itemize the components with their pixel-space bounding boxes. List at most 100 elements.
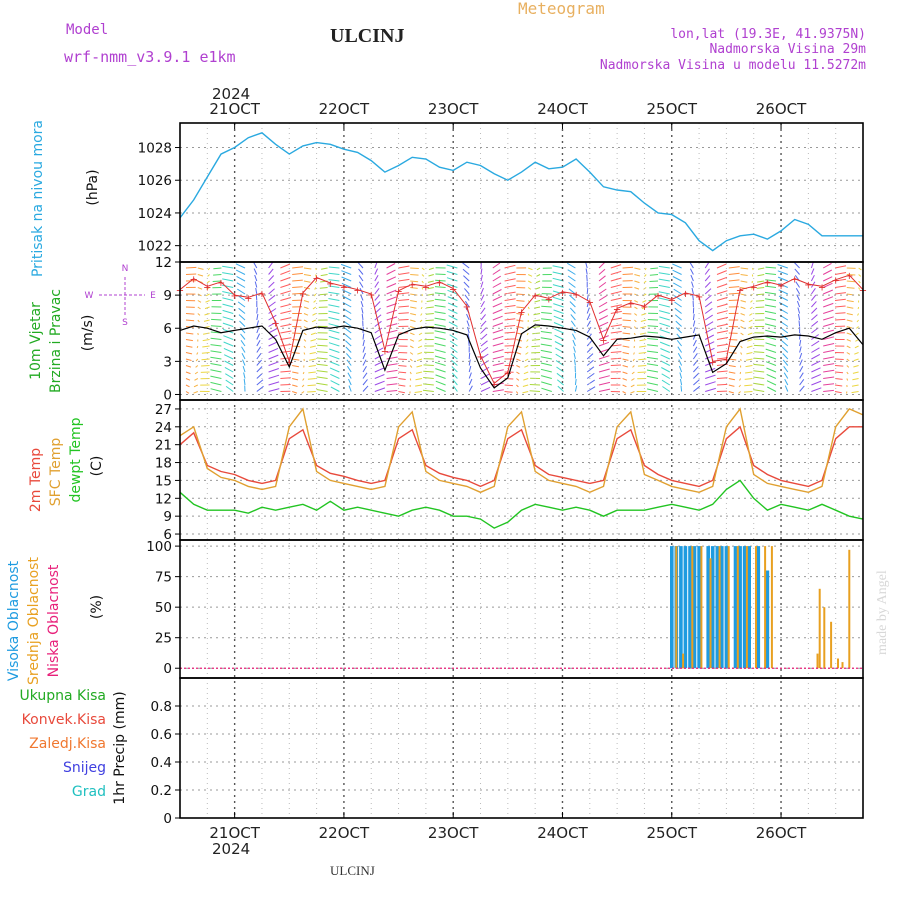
wind-barb xyxy=(280,384,291,386)
wind-barb xyxy=(492,335,504,340)
wind-barb xyxy=(516,378,520,381)
wind-barb xyxy=(672,269,682,275)
wind-barb xyxy=(660,354,671,360)
panel-frame-3 xyxy=(179,539,864,679)
wind-barb xyxy=(374,261,378,269)
wind-barb xyxy=(640,319,647,322)
wind-barb xyxy=(540,368,552,373)
wind-barb xyxy=(640,326,647,329)
wind-barb xyxy=(522,391,529,394)
wind-barb xyxy=(693,372,700,379)
wind-barb xyxy=(362,385,369,392)
wind-barb xyxy=(764,291,777,295)
wind-barb xyxy=(634,306,638,310)
wind-barb xyxy=(811,320,819,327)
y-tick-label: 1022 xyxy=(138,239,172,255)
wind-barb xyxy=(358,268,364,275)
wind-barb xyxy=(810,261,814,269)
wind-barb xyxy=(822,282,833,288)
wind-barb xyxy=(531,345,541,348)
cloud-unit: (%) xyxy=(89,595,105,619)
wind-barb xyxy=(328,285,340,288)
wind-barb xyxy=(316,370,328,373)
pressure-label: Pritisak na nivou mora xyxy=(30,120,46,277)
wind-barb xyxy=(492,362,504,366)
wind-barb xyxy=(254,274,258,282)
wind-barb xyxy=(704,294,712,301)
wind-barb xyxy=(799,333,801,340)
wind-barb xyxy=(632,358,635,362)
wind-barb xyxy=(314,280,317,284)
wind-barb xyxy=(194,371,199,375)
wind-barb xyxy=(557,385,564,392)
wind-barb xyxy=(194,378,199,381)
wind-barb xyxy=(268,354,279,360)
wind-barb xyxy=(492,262,501,269)
wind-barb xyxy=(434,311,446,314)
wind-barb xyxy=(210,350,222,353)
wind-barb xyxy=(644,274,647,277)
sfc-label: SFC Temp xyxy=(48,438,64,507)
wind-barb xyxy=(504,311,516,314)
y-tick-label: 3 xyxy=(163,354,172,370)
wind-barb xyxy=(409,352,414,355)
wind-barb xyxy=(765,272,777,275)
wind-barb xyxy=(386,390,398,392)
wind-barb xyxy=(610,304,622,308)
wind-barb xyxy=(823,363,835,366)
wind-barb xyxy=(676,333,682,340)
wind-barb xyxy=(398,384,406,387)
wind-barb xyxy=(328,272,340,275)
wind-barb xyxy=(480,268,483,275)
wind-barb xyxy=(504,331,516,334)
wind-barb xyxy=(554,334,564,340)
wind-barb xyxy=(811,387,822,392)
wind-barb xyxy=(242,365,246,373)
wind-barb xyxy=(328,310,340,314)
wind-barb xyxy=(765,342,777,347)
grid-layer xyxy=(179,123,864,819)
wind-barb xyxy=(598,368,610,373)
wind-barb xyxy=(463,275,470,282)
wind-barb xyxy=(197,313,201,316)
wind-direction-mark: + xyxy=(381,346,389,357)
wind-barb xyxy=(764,304,777,308)
wind-barb xyxy=(330,373,340,379)
cloud-bar-0 xyxy=(710,546,715,669)
pressure-unit: (hPa) xyxy=(85,169,101,205)
wind-barb xyxy=(728,279,740,282)
wind-barb xyxy=(858,274,862,277)
cloud-bar-1 xyxy=(736,546,739,669)
wind-barb xyxy=(418,332,423,336)
wind-barb xyxy=(492,349,504,353)
wind-barb xyxy=(716,323,729,327)
wind-barb xyxy=(610,357,622,360)
wind-barb xyxy=(692,326,696,334)
wind-barb xyxy=(341,282,352,288)
y-tick-label: 0.2 xyxy=(151,783,172,799)
wind-barb xyxy=(586,300,590,308)
wind-barb xyxy=(449,340,458,347)
wind-barb xyxy=(268,275,275,282)
wind-barb xyxy=(468,352,471,360)
wind-barb xyxy=(745,371,753,374)
wind-barb xyxy=(856,326,859,329)
wind-barb xyxy=(492,315,503,321)
precip-legend-0: Ukupna Kisa xyxy=(19,688,106,704)
wind-barb xyxy=(753,357,765,360)
wind-barb xyxy=(361,307,364,314)
wind-barb xyxy=(586,379,595,386)
wind-barb xyxy=(728,384,735,387)
wind-barb xyxy=(728,286,740,288)
wind-barb xyxy=(680,385,683,392)
wind-barb xyxy=(672,263,682,269)
wind-barb xyxy=(692,294,694,301)
wind-barb xyxy=(516,326,523,329)
wind-barb xyxy=(644,267,647,271)
compass-e: E xyxy=(150,291,156,301)
wind-barb xyxy=(650,267,659,270)
wind-barb xyxy=(834,265,847,269)
y-tick-label: 75 xyxy=(155,570,172,586)
pressure-line xyxy=(179,132,863,252)
wind-barb xyxy=(811,373,821,379)
